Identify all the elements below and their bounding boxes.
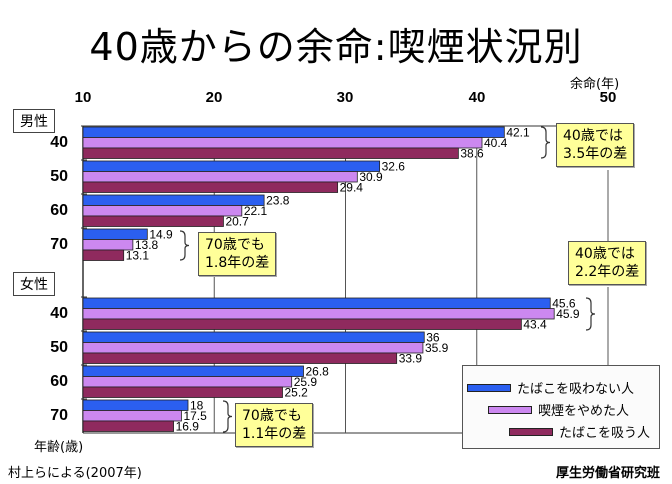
data-label: 36 <box>426 331 440 345</box>
annotation-male-40: 40歳では 3.5年の差 <box>556 123 635 167</box>
data-label: 13.1 <box>126 249 150 263</box>
data-label: 30.9 <box>359 170 383 184</box>
data-label: 40.4 <box>484 136 508 150</box>
bar <box>82 205 243 217</box>
annotation-line: 70歳でも <box>205 237 265 253</box>
source-note: 村上らによる(2007年) <box>8 466 142 481</box>
annotation-line: 40歳では <box>575 246 635 262</box>
sex-label-male: 男性 <box>13 109 55 133</box>
data-label: 43.4 <box>523 318 547 332</box>
x-tick-label: 40 <box>468 89 486 106</box>
data-label: 29.4 <box>340 181 364 195</box>
y-axis-label: 年齢(歳) <box>34 440 84 455</box>
data-label: 45.9 <box>556 307 580 321</box>
data-label: 25.9 <box>294 375 318 389</box>
bar <box>82 137 483 149</box>
bar <box>82 297 551 309</box>
bar <box>82 160 381 172</box>
bar <box>82 181 339 193</box>
data-label: 33.9 <box>399 352 423 366</box>
legend: たばこを吸わない人 喫煙をやめた人 たばこを吸う人 <box>462 365 660 449</box>
data-label: 13.8 <box>135 238 159 252</box>
age-label: 50 <box>50 339 68 356</box>
bar <box>82 126 505 138</box>
age-label: 40 <box>50 134 68 151</box>
bar <box>82 171 358 183</box>
data-label: 17.5 <box>183 409 207 423</box>
x-axis-unit-label: 余命(年) <box>570 77 620 92</box>
brace-icon <box>540 126 551 159</box>
legend-swatch-icon <box>488 405 532 414</box>
brace-icon <box>179 230 190 261</box>
x-tick-label: 50 <box>599 89 617 106</box>
legend-item: たばこを吸わない人 <box>467 378 634 397</box>
brace-icon <box>585 297 596 331</box>
bar <box>82 308 555 320</box>
annotation-female-70: 70歳でも 1.1年の差 <box>235 403 314 447</box>
data-label: 14.9 <box>149 228 173 242</box>
data-label: 42.1 <box>506 126 530 140</box>
x-tick-label: 30 <box>336 89 354 106</box>
age-label: 40 <box>50 305 68 322</box>
data-label: 25.2 <box>285 386 309 400</box>
bar <box>82 249 125 261</box>
credit-note: 厚生労働省研究班 <box>555 466 660 481</box>
bar <box>82 420 174 432</box>
annotation-line: 3.5年の差 <box>563 146 628 162</box>
data-label: 20.7 <box>225 215 249 229</box>
annotation-male-70: 70歳でも 1.8年の差 <box>198 232 277 276</box>
data-label: 45.6 <box>552 297 576 311</box>
bar <box>82 318 522 330</box>
bar <box>82 215 224 227</box>
bar <box>82 376 293 388</box>
chart-title: 40歳からの余命:喫煙状況別 <box>89 25 583 69</box>
bar <box>82 194 265 206</box>
x-tick-label: 10 <box>74 89 92 106</box>
annotation-line: 40歳では <box>563 128 623 144</box>
brace-icon <box>222 400 233 433</box>
bar <box>82 410 182 422</box>
sex-label-female: 女性 <box>13 272 55 296</box>
bar <box>82 386 283 398</box>
x-tick-label: 20 <box>205 89 223 106</box>
age-label: 60 <box>50 373 68 390</box>
legend-swatch-icon <box>467 383 511 392</box>
bar <box>82 352 398 364</box>
annotation-female-40: 40歳では 2.2年の差 <box>568 241 647 285</box>
data-label: 32.6 <box>382 160 406 174</box>
age-label: 70 <box>50 236 68 253</box>
data-label: 22.1 <box>244 204 268 218</box>
bar <box>82 331 425 343</box>
bar <box>82 399 189 411</box>
data-label: 35.9 <box>425 341 449 355</box>
legend-label: たばこを吸わない人 <box>517 382 635 397</box>
annotation-line: 1.1年の差 <box>242 426 307 442</box>
annotation-line: 70歳でも <box>242 408 302 424</box>
data-label: 23.8 <box>266 194 290 208</box>
age-label: 70 <box>50 407 68 424</box>
legend-label: たばこを吸う人 <box>559 426 651 441</box>
legend-item: たばこを吸う人 <box>509 422 650 441</box>
legend-swatch-icon <box>509 427 553 436</box>
bar <box>82 365 304 377</box>
bar <box>82 342 424 354</box>
age-label: 60 <box>50 202 68 219</box>
data-label: 38.6 <box>460 147 484 161</box>
legend-item: 喫煙をやめた人 <box>488 400 629 419</box>
legend-label: 喫煙をやめた人 <box>538 404 630 419</box>
bar <box>82 147 459 159</box>
annotation-line: 1.8年の差 <box>205 255 270 271</box>
data-label: 16.9 <box>176 420 200 434</box>
age-label: 50 <box>50 168 68 185</box>
data-label: 26.8 <box>306 365 330 379</box>
data-label: 18 <box>190 399 204 413</box>
annotation-line: 2.2年の差 <box>575 264 640 280</box>
